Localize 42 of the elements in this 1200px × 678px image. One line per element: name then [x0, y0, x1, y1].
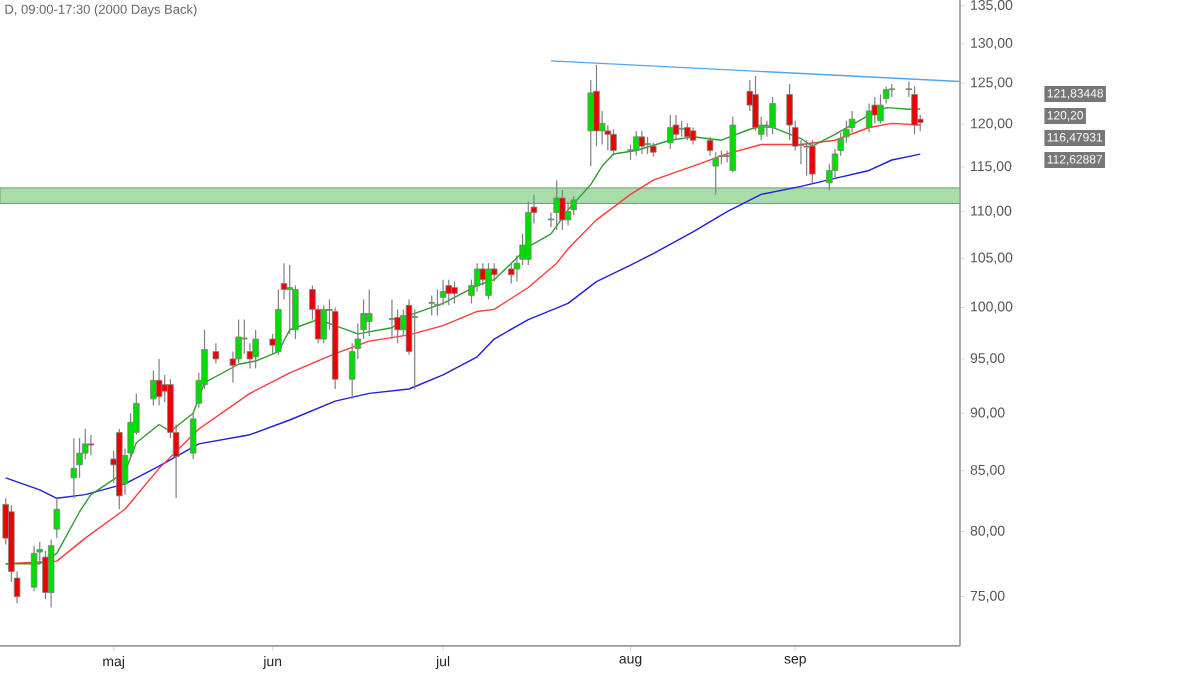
candlestick [803, 139, 810, 177]
candlestick [87, 434, 95, 457]
candlestick [706, 136, 714, 157]
candlestick [320, 304, 328, 344]
candlestick [877, 93, 884, 124]
candlestick [388, 298, 396, 340]
candlestick [241, 318, 248, 355]
candlestick [434, 288, 441, 317]
candlestick [672, 114, 680, 141]
candlestick [564, 201, 572, 227]
candlestick [47, 538, 55, 608]
candlestick [809, 139, 816, 184]
candlestick [445, 279, 452, 306]
candlestick [752, 75, 759, 132]
candlestick [411, 308, 418, 390]
candlestick [252, 329, 259, 370]
candlestick [712, 151, 719, 196]
candlestick [587, 79, 595, 167]
candlestick [155, 358, 163, 407]
candlestick [451, 281, 458, 304]
candlestick [275, 288, 282, 356]
candlestick [525, 201, 532, 266]
candlestick [53, 497, 61, 539]
candlestick [610, 128, 617, 157]
candlestick [508, 262, 515, 285]
candlestick [911, 85, 918, 135]
candlestick [485, 262, 492, 300]
candlestick [769, 96, 776, 135]
candlestick [212, 342, 220, 364]
candlestick [189, 412, 197, 460]
candlestick [366, 288, 373, 337]
candlestick [42, 550, 49, 600]
line-series [5, 153, 921, 499]
candlestick [286, 264, 293, 335]
candlestick [30, 545, 38, 592]
candlestick [729, 116, 737, 173]
candlestick [70, 437, 78, 499]
candlestick [667, 114, 674, 150]
candlestick [865, 102, 873, 134]
candlestick [553, 179, 560, 231]
candlestick [428, 294, 435, 317]
candlestick [638, 130, 646, 155]
